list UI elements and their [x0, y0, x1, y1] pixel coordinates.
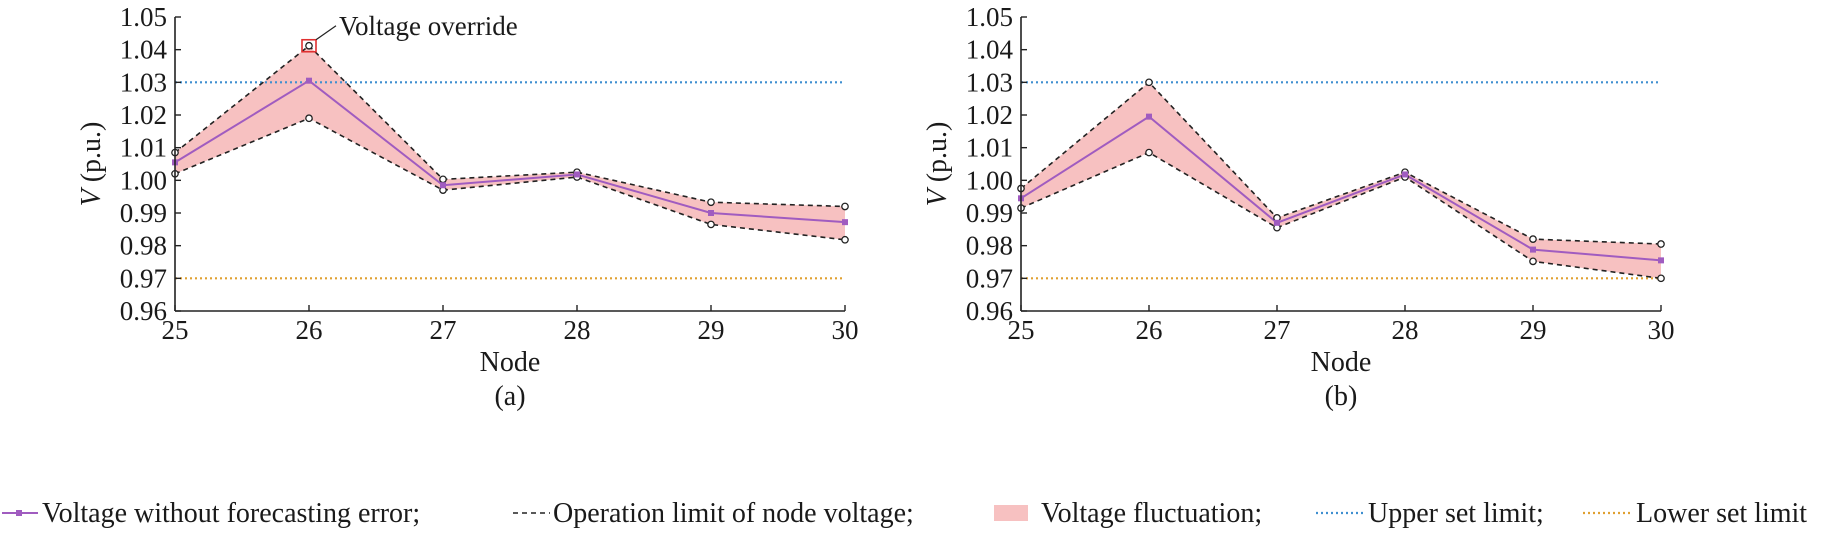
x-tick-label-a: 30	[832, 315, 859, 345]
y-axis-title-var-b: V	[922, 186, 953, 206]
legend-label-upper-set: Upper set limit;	[1368, 498, 1544, 529]
nominal-voltage-point-a	[574, 171, 580, 178]
y-axis-title-b: V (p.u.)	[922, 122, 953, 207]
y-tick-label-a: 1.05	[120, 2, 167, 32]
y-tick-label-a: 1.02	[120, 100, 167, 130]
y-tick-label-a: 0.98	[120, 231, 167, 261]
operation-limit-upper-line-b	[1020, 81, 1662, 245]
y-tick-label-b: 0.97	[966, 263, 1013, 293]
chart-panel-b: 0.960.970.980.991.001.011.021.031.041.05…	[922, 2, 1675, 412]
x-tick-label-b: 28	[1392, 315, 1419, 345]
nominal-voltage-point-b	[1402, 171, 1408, 178]
y-tick-label-b: 1.04	[966, 35, 1014, 65]
y-tick-label-a: 0.97	[120, 263, 167, 293]
operation-limit-lower-point-b	[1145, 148, 1153, 157]
operation-limit-lower-point-b	[1657, 274, 1665, 283]
legend-label-lower-set: Lower set limit	[1636, 498, 1807, 529]
legend-label-nominal: Voltage without forecasting error;	[42, 498, 420, 529]
nominal-voltage-line-a	[174, 79, 846, 224]
annotation-leader-line	[315, 25, 337, 41]
voltage-override-marker	[301, 38, 317, 53]
y-tick-label-b: 1.00	[966, 165, 1013, 195]
nominal-voltage-point-b	[1658, 257, 1664, 264]
operation-limit-upper-point-b	[1529, 235, 1537, 243]
y-tick-label-a: 0.96	[120, 296, 167, 326]
x-tick-label-a: 25	[162, 315, 189, 345]
y-tick-label-b: 1.01	[966, 133, 1013, 163]
y-axis-title-unit-b: (p.u.)	[922, 122, 953, 183]
operation-limit-upper-point-a	[841, 202, 849, 211]
y-axis-title-unit-a: (p.u.)	[76, 122, 107, 183]
operation-limit-upper-point-a	[305, 41, 313, 50]
legend-swatch-fluctuation	[994, 505, 1028, 521]
y-tick-label-b: 0.96	[966, 296, 1013, 326]
x-tick-label-b: 26	[1136, 315, 1163, 345]
y-tick-label-b: 1.05	[966, 2, 1013, 32]
annotation-label: Voltage override	[339, 11, 518, 41]
operation-limit-lower-point-a	[841, 235, 849, 244]
operation-limit-lower-point-a	[707, 220, 715, 229]
panel-label-a: (a)	[494, 381, 525, 412]
y-tick-label-b: 0.98	[966, 231, 1013, 261]
nominal-voltage-point-a	[306, 77, 312, 84]
operation-limit-upper-point-a	[439, 175, 447, 184]
nominal-voltage-line-b	[1020, 115, 1662, 262]
nominal-voltage-point-a	[440, 182, 446, 189]
operation-limit-upper-line-a	[174, 44, 846, 208]
chart-panel-a: Voltage override 0.960.970.980.991.001.01…	[76, 2, 859, 412]
nominal-voltage-point-a	[708, 210, 714, 216]
x-tick-label-a: 29	[698, 315, 725, 345]
y-tick-label-a: 1.03	[120, 67, 167, 97]
x-axis-title-b: Node	[1311, 347, 1372, 378]
operation-limit-upper-point-b	[1657, 240, 1665, 248]
y-tick-label-b: 1.02	[966, 100, 1013, 130]
x-axis-title-a: Node	[480, 347, 541, 378]
y-axis-title-var-a: V	[76, 186, 107, 206]
nominal-voltage-point-b	[1274, 219, 1280, 226]
legend: Voltage without forecasting error; Operat…	[2, 498, 1807, 529]
fluctuation-band-b	[1021, 82, 1661, 279]
y-tick-label-a: 1.00	[120, 165, 167, 195]
y-tick-label-a: 1.04	[120, 35, 168, 65]
x-tick-label-b: 30	[1648, 315, 1675, 345]
nominal-voltage-point-b	[1530, 246, 1536, 253]
x-tick-label-b: 25	[1008, 315, 1035, 345]
legend-label-operation-limit: Operation limit of node voltage;	[553, 498, 914, 529]
x-tick-label-a: 26	[296, 315, 323, 345]
nominal-voltage-point-a	[842, 219, 848, 226]
panel-label-b: (b)	[1325, 381, 1358, 412]
nominal-voltage-point-b	[1146, 113, 1152, 120]
operation-limit-lower-line-a	[174, 117, 846, 241]
operation-limit-upper-point-a	[707, 198, 715, 207]
x-tick-label-b: 29	[1520, 315, 1547, 345]
y-tick-label-b: 1.03	[966, 67, 1013, 97]
y-tick-label-a: 1.01	[120, 133, 167, 163]
y-tick-label-a: 0.99	[120, 198, 167, 228]
y-tick-label-b: 0.99	[966, 198, 1013, 228]
operation-limit-lower-point-b	[1529, 257, 1537, 266]
operation-limit-lower-point-a	[305, 114, 313, 123]
x-tick-label-a: 28	[564, 315, 591, 345]
fluctuation-band-a	[175, 45, 845, 240]
legend-label-fluctuation: Voltage fluctuation;	[1041, 498, 1262, 529]
legend-swatch-nominal-marker	[16, 510, 22, 516]
y-axis-title-a: V (p.u.)	[76, 122, 107, 207]
x-tick-label-a: 27	[430, 315, 457, 345]
y-axis-title-space-a	[76, 182, 107, 189]
y-axis-title-space-b	[922, 182, 953, 189]
operation-limit-upper-point-b	[1145, 78, 1153, 87]
x-tick-label-b: 27	[1264, 315, 1291, 345]
